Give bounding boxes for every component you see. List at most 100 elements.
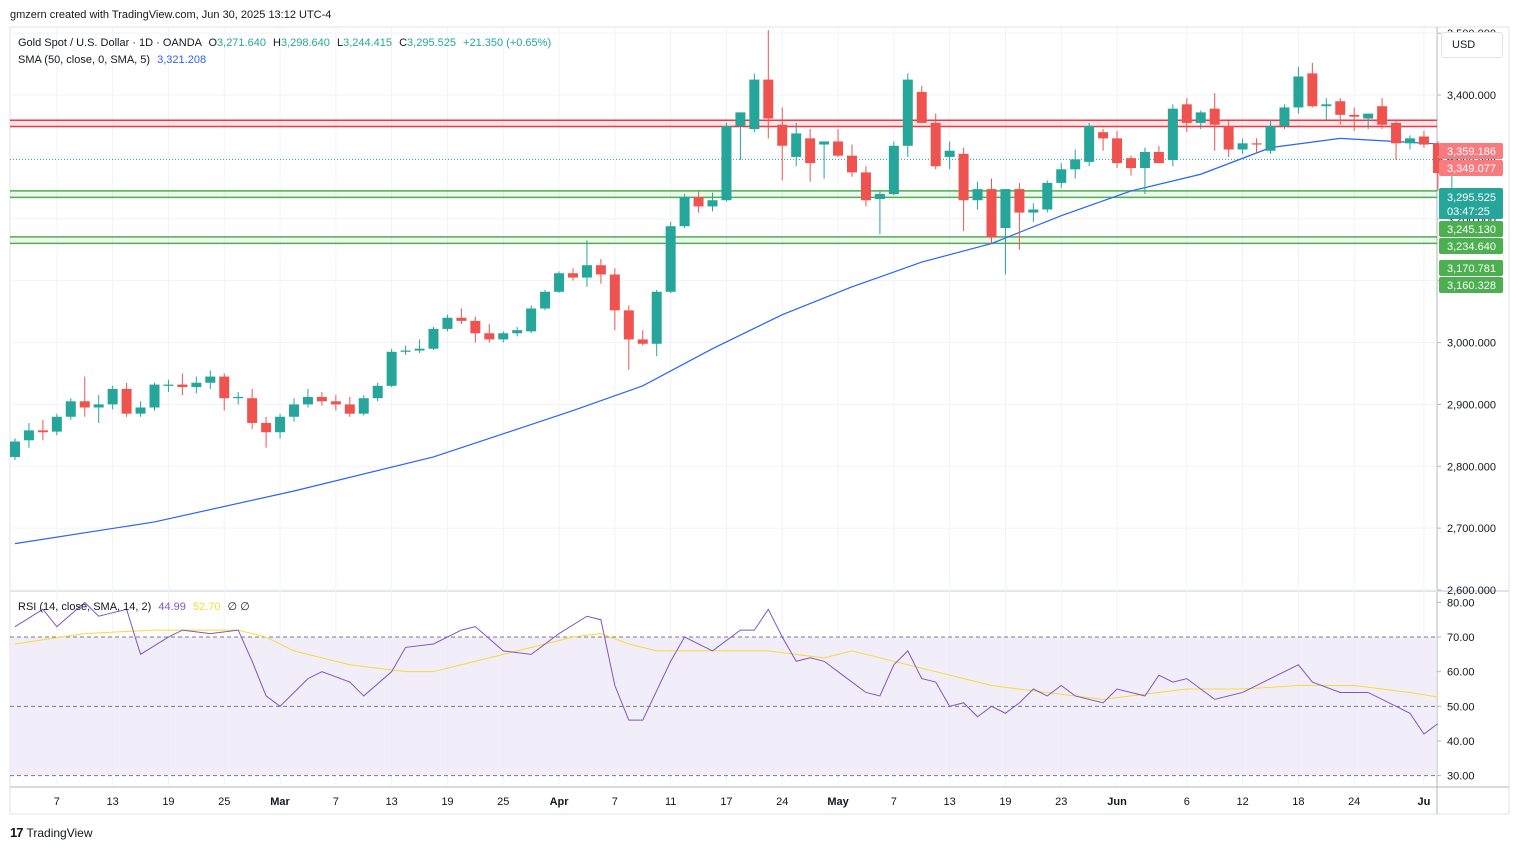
sma50-line	[14, 137, 1438, 545]
candle-body	[330, 401, 341, 405]
time-axis[interactable]: 7 13 19 25 Mar 7 13 19 25 Apr 7 11 17 24 May 7 13 19 23 Jun…	[54, 796, 1431, 808]
legend-high-label: H	[273, 37, 281, 49]
candle-body	[1084, 125, 1095, 162]
candle-body	[749, 79, 760, 130]
legend-low: 3,244.415	[343, 37, 392, 49]
candle-body	[65, 401, 76, 417]
currency-selector[interactable]: USD	[1441, 32, 1503, 58]
candle-body	[860, 172, 871, 201]
legend-close-label: C	[399, 37, 407, 49]
candle-body	[721, 125, 732, 201]
candle-body	[93, 404, 104, 408]
candle-body	[693, 197, 704, 207]
candle-body	[1014, 189, 1025, 213]
time-tick-label: 7	[891, 796, 897, 808]
candle-body	[442, 317, 453, 329]
support-zone	[10, 236, 1437, 244]
candle-body	[930, 122, 941, 167]
candle-body	[498, 333, 509, 340]
candle-body	[261, 422, 272, 433]
price-tick-label: 2,700.000	[1447, 523, 1496, 535]
candle-body	[219, 376, 230, 399]
time-tick-label: 6	[1184, 796, 1190, 808]
price-tick-label: 2,800.000	[1447, 461, 1496, 473]
candle-body	[51, 416, 62, 432]
time-tick-label: 7	[612, 796, 618, 808]
candle-body	[735, 112, 746, 126]
candle-body	[1181, 104, 1192, 123]
legend-change: +21.350 (+0.65%)	[463, 37, 551, 49]
candle-body	[1028, 209, 1039, 213]
candle-body	[358, 398, 369, 414]
time-tick-label: Mar	[270, 796, 290, 808]
rsi-tick-label: 40.00	[1447, 736, 1475, 748]
candle-body	[1391, 122, 1402, 144]
sma-legend-label: SMA (50, close, 0, SMA, 5)	[18, 54, 150, 66]
candle-body	[763, 79, 774, 119]
candle-body	[10, 441, 20, 457]
legend-low-label: L	[337, 37, 343, 49]
time-tick-label: 17	[720, 796, 732, 808]
candle-body	[177, 384, 188, 388]
candle-body	[1153, 151, 1164, 164]
time-tick-label: 19	[441, 796, 453, 808]
level-tag-bg	[1439, 143, 1503, 159]
candle-body	[874, 194, 885, 199]
rsi-legend-value: 44.99	[158, 601, 186, 613]
candle-body	[1195, 112, 1206, 123]
candle-body	[37, 430, 48, 433]
time-tick-label: 25	[218, 796, 230, 808]
candle-body	[1098, 132, 1109, 139]
candle-body	[316, 396, 327, 402]
candle-body	[1349, 114, 1360, 117]
candle-body	[302, 396, 313, 405]
candle-body	[1167, 108, 1178, 161]
candle-body	[1335, 101, 1346, 115]
legend-close: 3,295.525	[407, 37, 456, 49]
rsi-lines	[14, 601, 1439, 735]
candle-body	[1209, 108, 1220, 125]
legend-open: 3,271.640	[217, 37, 266, 49]
candle-body	[79, 401, 90, 408]
candle-body	[777, 124, 788, 146]
candle-body	[833, 141, 844, 156]
candle-body	[665, 226, 676, 292]
candle-body	[637, 339, 648, 344]
candle-body	[470, 320, 481, 334]
price-tick-label: 3,000.000	[1447, 338, 1496, 350]
candle-body	[609, 274, 620, 311]
price-axis[interactable]: 2,600.000 2,700.000 2,800.000 2,900.000 3,00…	[1437, 28, 1496, 597]
rsi-tick-label: 30.00	[1447, 771, 1475, 783]
sma-legend-value: 3,321.208	[157, 54, 206, 66]
candle-body	[386, 351, 397, 386]
candle-body	[1237, 143, 1248, 150]
candle-body	[986, 189, 997, 238]
time-tick-label: 23	[1055, 796, 1067, 808]
candle-body	[23, 430, 34, 441]
candle-body	[1265, 125, 1276, 151]
legend-open-label: O	[208, 37, 217, 49]
price-tick-label: 3,400.000	[1447, 90, 1496, 102]
candle-body	[623, 310, 634, 340]
candle-body	[428, 328, 439, 349]
time-tick-label: 7	[54, 796, 60, 808]
candle-body	[972, 189, 983, 201]
candle-body	[526, 308, 537, 332]
candle-body	[651, 291, 662, 344]
candle-body	[400, 350, 411, 352]
rsi-legend-sma-value: 52.70	[193, 601, 221, 613]
level-tag-label: 3,349.077	[1447, 163, 1496, 175]
candle-body	[707, 200, 718, 207]
time-tick-label: 11	[665, 796, 676, 808]
candle-body	[1070, 159, 1081, 170]
time-tick-label: 13	[107, 796, 119, 808]
candle-body	[1293, 76, 1304, 108]
time-tick-label: 19	[162, 796, 174, 808]
rsi-axis[interactable]: 30.00 40.00 50.00 60.00 70.00 80.00	[1437, 597, 1475, 783]
time-tick-label: 24	[776, 796, 788, 808]
time-tick-label: 19	[999, 796, 1011, 808]
time-tick-label: Apr	[550, 796, 570, 808]
footer-brand[interactable]: 17 TradingView	[10, 825, 93, 840]
candle-body	[289, 404, 299, 417]
